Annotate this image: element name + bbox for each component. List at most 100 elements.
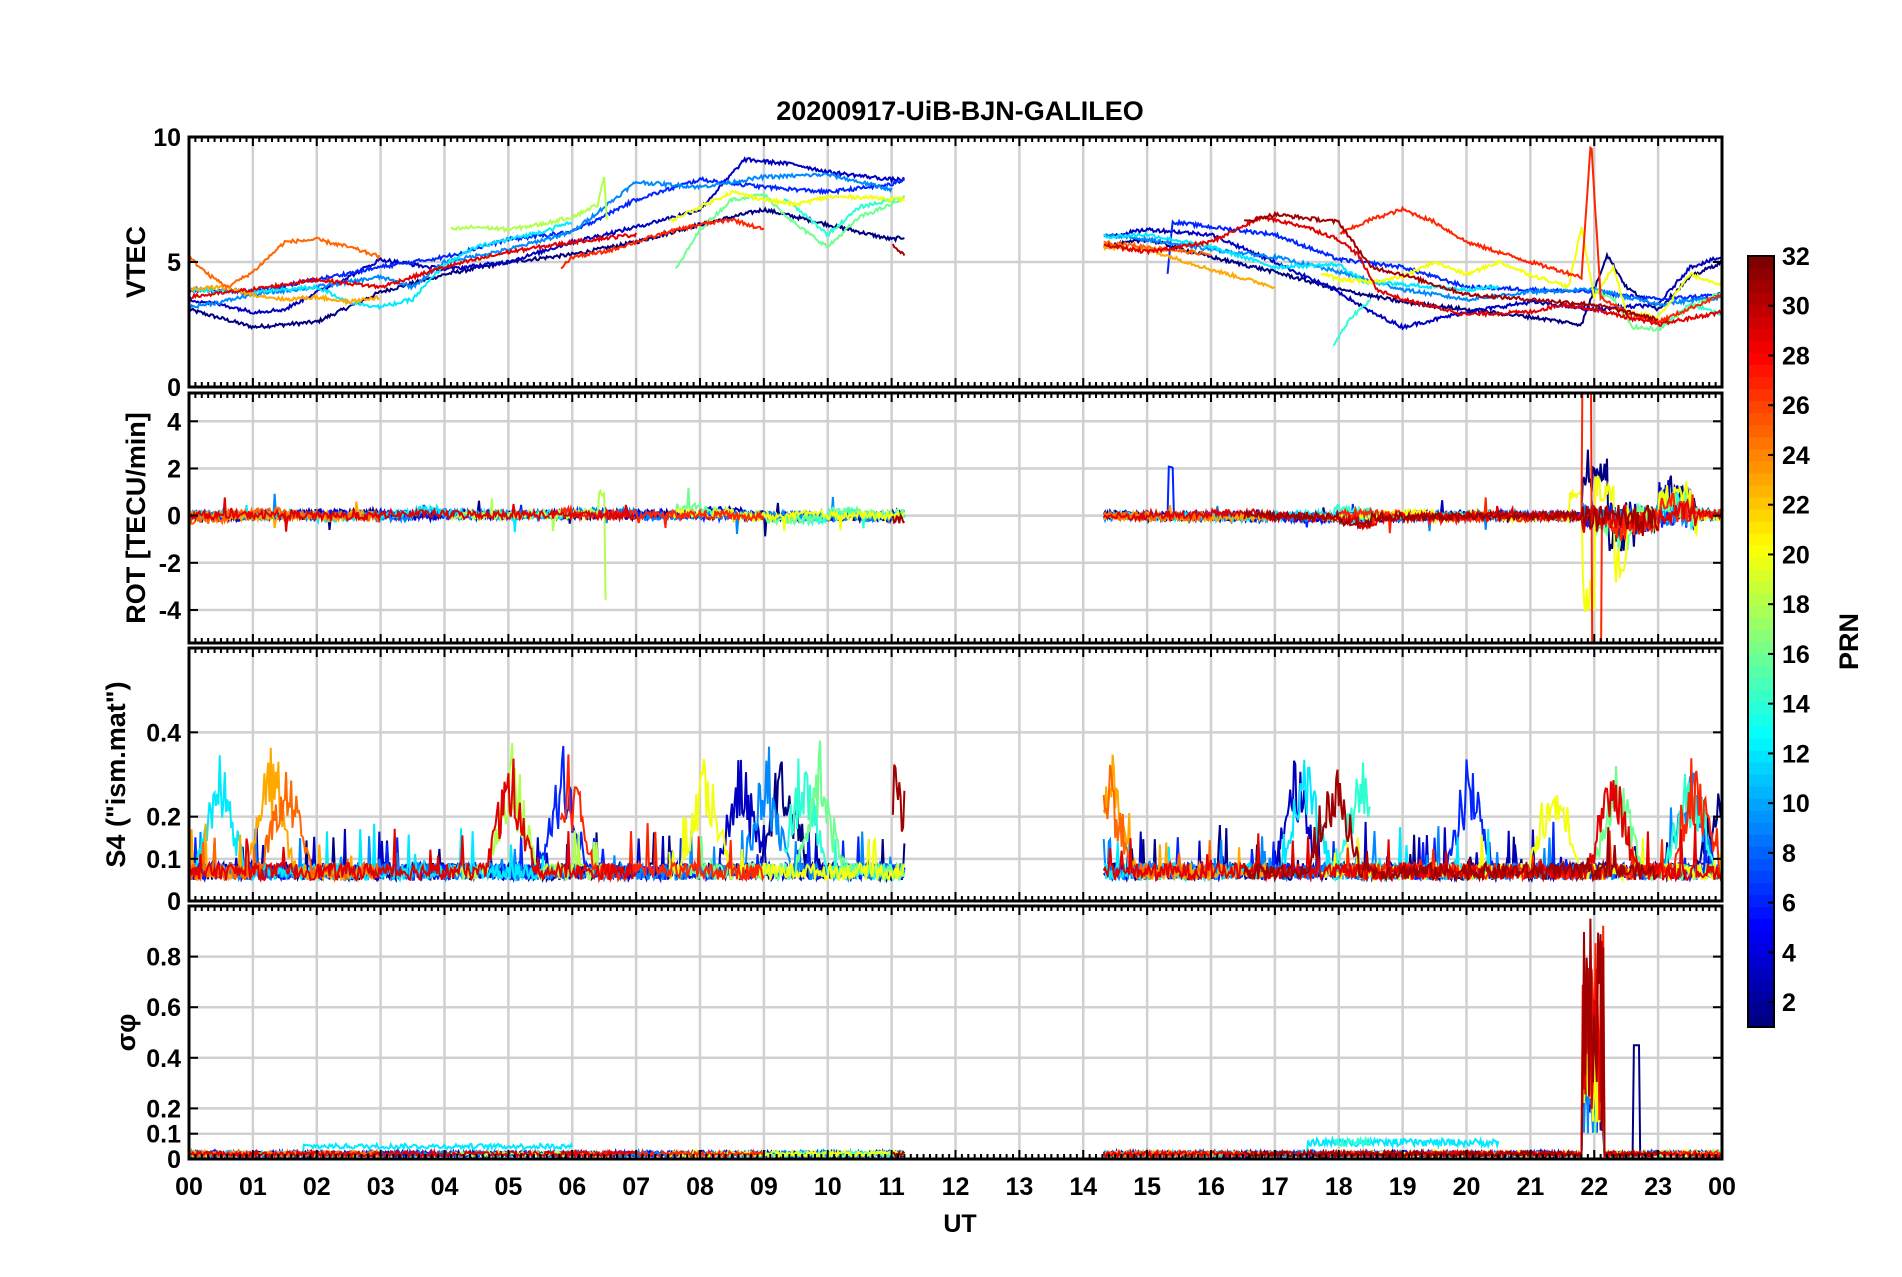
colorbar-swatch — [1748, 906, 1774, 920]
colorbar-tick-label: 16 — [1782, 641, 1810, 669]
x-tick-label: 09 — [750, 1173, 778, 1201]
x-tick-label: 19 — [1389, 1173, 1417, 1201]
y-axis-label-sigma: σφ — [111, 1014, 141, 1052]
s4-trace-prn-14 — [1332, 762, 1371, 883]
vtec-trace-prn-31 — [891, 243, 906, 256]
vtec-trace-prn-14 — [1332, 299, 1372, 347]
s4-trace-prn-31 — [1243, 769, 1659, 883]
colorbar-swatch — [1748, 388, 1774, 402]
colorbar-tick-label: 2 — [1782, 989, 1796, 1017]
x-tick-label: 21 — [1516, 1173, 1544, 1201]
s4-trace-prn-12 — [188, 755, 574, 884]
x-tick-label: 10 — [814, 1173, 842, 1201]
sigma-trace-prn-29 — [1102, 940, 1722, 1159]
colorbar-swatch — [1748, 774, 1774, 787]
colorbar-swatch — [1748, 376, 1774, 390]
colorbar-swatch — [1748, 521, 1774, 534]
y-tick-label: 0 — [167, 1146, 181, 1174]
y-tick-label: 5 — [167, 249, 181, 277]
x-tick-label: 20 — [1453, 1173, 1481, 1201]
y-tick-label: 0 — [167, 374, 181, 402]
y-tick-label: 0.8 — [146, 944, 181, 972]
sigma-trace-prn-31 — [892, 1149, 906, 1159]
vtec-trace-prn-25 — [188, 236, 381, 290]
colorbar-tick-label: 12 — [1782, 740, 1810, 768]
y-axis-label-rot: ROT [TECU/min] — [121, 412, 151, 623]
y-tick-label: 0 — [167, 503, 181, 531]
x-tick-label: 11 — [878, 1173, 905, 1201]
sigma-trace-prn-14 — [1333, 1135, 1372, 1150]
prn-18-traces — [449, 176, 608, 1159]
prn-31-traces — [891, 210, 1659, 1159]
y-tick-label: -2 — [159, 550, 181, 578]
s4-trace-prn-29 — [188, 758, 638, 883]
x-tick-label: 02 — [303, 1173, 331, 1201]
x-tick-label: 04 — [431, 1173, 459, 1201]
rot-trace-prn-31 — [1243, 504, 1659, 536]
colorbar-swatch — [1748, 761, 1774, 775]
y-tick-label: 0.1 — [146, 846, 181, 874]
vtec-trace-prn-6 — [1166, 218, 1722, 302]
colorbar-swatch — [1748, 364, 1774, 378]
colorbar-swatch — [1748, 448, 1774, 462]
colorbar-swatch — [1748, 834, 1774, 847]
colorbar-swatch — [1748, 1002, 1774, 1016]
colorbar-swatch — [1748, 316, 1774, 329]
colorbar-swatch — [1748, 545, 1774, 558]
colorbar-swatch — [1748, 966, 1774, 980]
colorbar-swatch — [1748, 340, 1774, 353]
colorbar-swatch — [1748, 918, 1774, 932]
colorbar-tick-label: 6 — [1782, 890, 1796, 918]
vtec-trace-prn-18 — [450, 176, 608, 234]
x-tick-label: 22 — [1580, 1173, 1608, 1201]
vtec-trace-prn-16 — [674, 192, 906, 270]
colorbar-swatch — [1748, 557, 1774, 570]
colorbar-swatch — [1748, 653, 1774, 667]
colorbar-swatch — [1748, 569, 1774, 582]
vtec-trace-prn-9 — [1103, 232, 1722, 308]
colorbar-swatch — [1748, 280, 1774, 293]
y-tick-label: 4 — [167, 408, 181, 436]
rot-trace-prn-29 — [188, 497, 637, 532]
y-tick-label: 0.1 — [146, 1121, 181, 1149]
rot-trace-prn-14 — [1332, 503, 1372, 517]
colorbar-swatch — [1748, 484, 1774, 498]
vtec-trace-prn-14 — [783, 196, 905, 238]
colorbar-swatch — [1748, 1014, 1774, 1028]
s4-trace-prn-29 — [1102, 780, 1722, 884]
x-tick-label: 12 — [942, 1173, 970, 1201]
colorbar-swatch — [1748, 990, 1774, 1004]
x-tick-label: 17 — [1261, 1173, 1289, 1201]
colorbar-tick-label: 20 — [1782, 541, 1810, 569]
colorbar-swatch — [1748, 701, 1774, 715]
x-tick-label: 15 — [1133, 1173, 1161, 1201]
colorbar-swatch — [1748, 400, 1774, 414]
colorbar-swatch — [1748, 496, 1774, 510]
prn-12-traces — [188, 221, 1500, 1159]
rot-trace-prn-16 — [674, 487, 906, 527]
colorbar-swatch — [1748, 870, 1774, 884]
y-axis-label-s4: S4 ("ism.mat") — [101, 681, 131, 867]
x-tick-label: 23 — [1644, 1173, 1672, 1201]
vtec-trace-prn-6 — [188, 176, 906, 296]
colorbar-tick-label: 32 — [1782, 243, 1810, 271]
x-tick-label: 01 — [239, 1173, 267, 1201]
colorbar-swatch — [1748, 581, 1774, 594]
colorbar-swatch — [1748, 725, 1774, 739]
vtec-trace-prn-20 — [669, 189, 906, 224]
x-tick-label: 18 — [1325, 1173, 1353, 1201]
colorbar-swatch — [1748, 641, 1774, 655]
panel-frames — [187, 135, 1724, 1161]
colorbar-swatch — [1748, 749, 1774, 763]
colorbar-swatch — [1748, 942, 1774, 956]
y-tick-label: 0.2 — [146, 804, 181, 832]
colorbar-swatch — [1748, 810, 1774, 823]
colorbar-swatch — [1748, 460, 1774, 474]
sigma-trace-prn-31 — [1243, 918, 1659, 1159]
s4-trace-prn-31 — [891, 764, 906, 832]
colorbar-swatch — [1748, 954, 1774, 968]
colorbar-swatch — [1748, 508, 1774, 522]
colorbar-swatch — [1748, 472, 1774, 486]
